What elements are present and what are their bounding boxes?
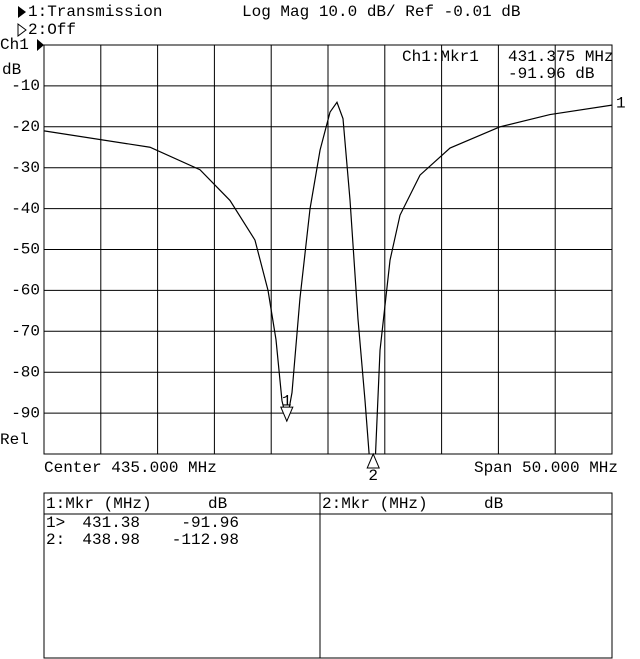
y-tick-label: -40 (11, 200, 40, 218)
table-header: 2:Mkr (MHz) (322, 495, 428, 513)
unit-label: dB (2, 61, 21, 79)
inactive-channel-icon (17, 23, 27, 37)
y-tick-label: -60 (11, 282, 40, 300)
readout-y: -91.96 dB (508, 65, 594, 83)
marker (366, 452, 380, 469)
channel1-label: 1:Transmission (28, 3, 162, 21)
marker-label: 2 (368, 467, 378, 485)
active-channel-icon (18, 6, 26, 18)
table-header: 1:Mkr (MHz) (46, 495, 152, 513)
table-header: dB (484, 495, 503, 513)
table-cell: -112.98 (172, 531, 239, 549)
trace-label: 1 (616, 94, 626, 112)
y-tick-label: -80 (11, 363, 40, 381)
trace (44, 100, 612, 454)
marker (280, 406, 294, 423)
y-tick-label: -50 (11, 241, 40, 259)
readout-bg (398, 46, 611, 84)
table-cell: -91.96 (181, 514, 239, 532)
table-cell: 431.38 (82, 514, 140, 532)
table-cell: 1> (46, 514, 65, 532)
readout-x: 431.375 MHz (508, 48, 614, 66)
marker-label: 1 (282, 392, 292, 410)
table-cell: 438.98 (82, 531, 140, 549)
channel2-label: 2:Off (28, 21, 76, 39)
center-label: Center 435.000 MHz (44, 459, 217, 477)
table-cell: 2: (46, 531, 65, 549)
table-frame (43, 492, 613, 659)
readout-name: Ch1:Mkr1 (402, 48, 479, 66)
y-tick-label: -20 (11, 118, 40, 136)
channel-label: Ch1 (0, 36, 29, 54)
table-header: dB (208, 495, 227, 513)
span-label: Span 50.000 MHz (474, 459, 618, 477)
y-tick-label: -30 (11, 159, 40, 177)
format-label: Log Mag 10.0 dB/ Ref -0.01 dB (242, 3, 520, 21)
y-tick-label: -70 (11, 323, 40, 341)
rel-label: Rel (0, 431, 29, 449)
y-tick-label: -90 (11, 404, 40, 422)
ref-arrow (37, 39, 44, 51)
y-tick-label: -10 (11, 77, 40, 95)
